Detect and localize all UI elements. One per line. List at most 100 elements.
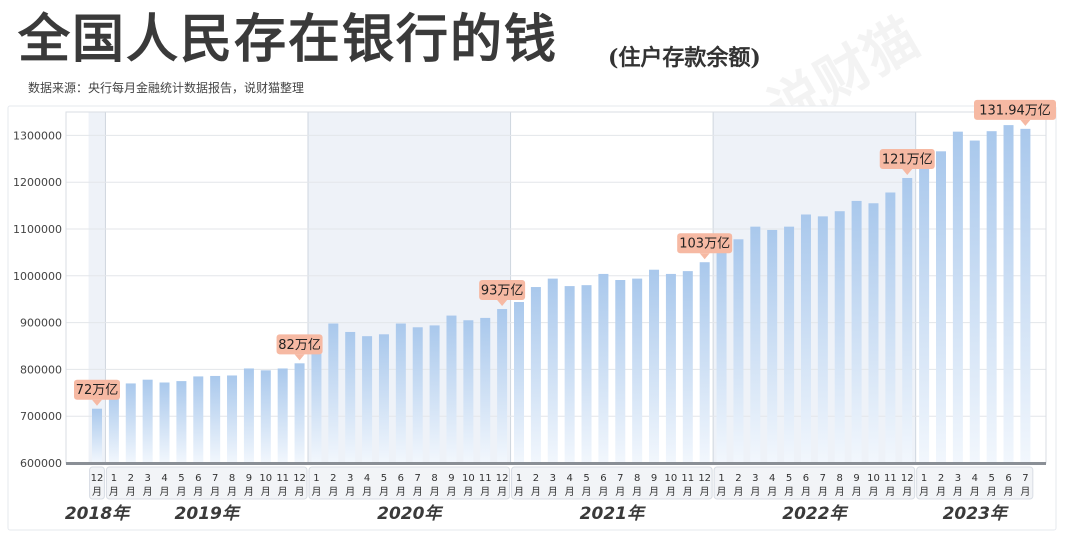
callout-pointer [294,354,305,361]
x-tick-month: 4 [364,473,370,484]
bar [497,309,508,463]
chart-title: 全国人民存在银行的钱 [18,9,559,70]
y-tick-label: 1300000 [13,129,62,142]
x-tick-month: 9 [448,473,454,484]
year-band [88,112,106,463]
callout-box [974,99,1056,120]
bar [885,192,896,463]
x-tick-month-suffix: 月 [818,486,828,498]
bar [362,336,373,463]
x-tick-month: 5 [988,473,994,484]
x-tick-month-suffix: 月 [160,486,170,498]
x-tick-month: 4 [972,473,978,484]
bar [311,343,322,463]
bar [733,239,744,463]
bar [193,376,204,463]
x-tick-month: 11 [479,473,492,484]
x-tick-month-suffix: 月 [328,486,338,498]
bar [902,177,913,463]
x-tick-month: 4 [566,473,572,484]
bar [514,302,524,463]
x-tick-month-suffix: 月 [852,486,862,498]
bar [1020,128,1031,463]
x-tick-month-suffix: 月 [176,486,186,498]
bar [480,317,491,463]
bar [817,216,828,463]
x-tick-month-suffix: 月 [868,486,878,498]
x-tick-month-suffix: 月 [582,486,592,498]
bar [699,262,710,463]
x-tick-month: 3 [752,473,758,484]
bar [682,271,693,463]
y-tick-label: 1100000 [13,223,62,236]
bar [345,331,356,463]
x-tick-month: 4 [769,473,775,484]
x-tick-month-suffix: 月 [885,486,895,498]
callout-box [677,233,733,254]
callout-box [479,280,526,301]
year-band [713,112,916,463]
y-tick-label: 900000 [20,317,62,330]
bar [277,368,288,463]
x-tick-month-suffix: 月 [987,486,997,498]
x-tick-month-suffix: 月 [700,486,710,498]
callout-label: 93万亿 [481,284,524,299]
callout-label: 82万亿 [278,338,321,353]
x-tick-month: 8 [431,473,437,484]
bar [986,131,997,464]
x-tick-month-suffix: 月 [1020,486,1030,498]
x-tick-month-suffix: 月 [919,486,929,498]
bar [294,363,305,463]
x-tick-month-suffix: 月 [396,486,406,498]
x-tick-month-suffix: 月 [632,486,642,498]
x-tick-month: 7 [820,473,826,484]
x-tick-month-suffix: 月 [463,486,473,498]
year-label: 2018年 [65,504,131,524]
bar [750,226,761,463]
callout-pointer [92,399,102,406]
x-tick-month-suffix: 月 [227,486,237,498]
x-tick-month: 3 [144,473,150,484]
x-tick-month-suffix: 月 [548,486,558,498]
x-tick-month-suffix: 月 [565,486,575,498]
x-tick-month-suffix: 月 [733,486,743,498]
month-group-box [713,466,916,500]
bar [412,327,423,463]
x-tick-month-suffix: 月 [497,486,507,498]
x-tick-month-suffix: 月 [311,486,321,498]
bar [632,278,643,463]
x-tick-month: 5 [381,473,387,484]
x-tick-month: 12 [91,473,104,484]
x-tick-month-suffix: 月 [143,486,153,498]
data-source: 数据来源：央行每月金融统计数据报告，说财猫整理 [28,81,305,95]
y-tick-label: 700000 [20,410,62,423]
x-tick-month: 12 [293,473,306,484]
x-tick-month-suffix: 月 [210,486,220,498]
callout-label: 72万亿 [76,383,119,398]
bar [463,320,474,463]
x-tick-month: 7 [1022,473,1028,484]
x-tick-month: 8 [229,473,235,484]
bar [615,280,626,463]
x-tick-month-suffix: 月 [835,486,845,498]
x-tick-month: 8 [837,473,843,484]
x-tick-month-suffix: 月 [649,486,659,498]
x-tick-month-suffix: 月 [750,486,760,498]
x-tick-month-suffix: 月 [480,486,490,498]
x-tick-month-suffix: 月 [801,486,811,498]
bar [108,390,119,463]
x-tick-month: 5 [178,473,184,484]
x-tick-month-suffix: 月 [413,486,423,498]
x-tick-month: 3 [347,473,353,484]
x-tick-month-suffix: 月 [92,486,102,498]
bar [936,151,946,463]
bar [395,323,406,463]
x-tick-month: 6 [600,473,606,484]
bar [784,226,795,463]
x-tick-month: 2 [938,473,944,484]
bar [581,285,592,463]
x-tick-month-suffix: 月 [446,486,456,498]
x-tick-month: 3 [955,473,961,484]
bar [243,368,254,463]
x-tick-month-suffix: 月 [379,486,389,498]
